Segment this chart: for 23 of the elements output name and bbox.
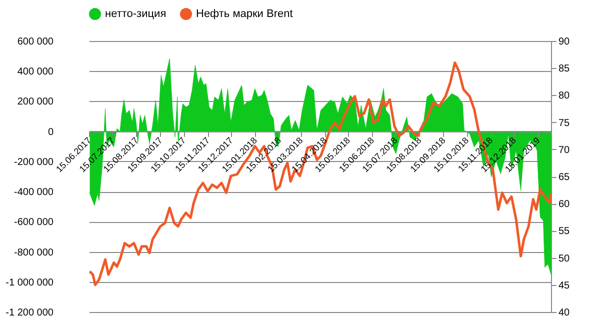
- y-tick-label: 0: [48, 126, 54, 138]
- y-tick-label: -400 000: [14, 187, 54, 198]
- y2-tick-label: 60: [558, 199, 570, 210]
- y2-tick-label: 65: [558, 172, 570, 183]
- legend-label: Нефть марки Brent: [196, 8, 293, 20]
- y2-tick-label: 90: [558, 36, 570, 48]
- y-tick-label: -200 000: [14, 156, 54, 168]
- y2-tick-label: 40: [558, 308, 570, 318]
- y-tick-label: -800 000: [14, 247, 54, 258]
- y2-tick-label: 85: [558, 64, 570, 75]
- y-tick-label: 400 000: [17, 66, 54, 78]
- y2-tick-label: 70: [558, 144, 570, 156]
- y-tick-label: 200 000: [17, 96, 54, 108]
- y2-tick-label: 55: [558, 226, 570, 238]
- y2-tick-label: 75: [558, 118, 570, 129]
- y-tick-label: -600 000: [14, 217, 54, 228]
- y2-tick-label: 45: [558, 280, 570, 292]
- y-tick-label: -1 000 000: [6, 277, 54, 288]
- y-tick-label: -1 200 000: [6, 308, 54, 318]
- y2-tick-label: 80: [558, 90, 570, 102]
- y2-tick-label: 50: [558, 253, 570, 264]
- legend-label: нетто-зиция: [105, 8, 166, 20]
- y-tick-label: 600 000: [17, 36, 54, 48]
